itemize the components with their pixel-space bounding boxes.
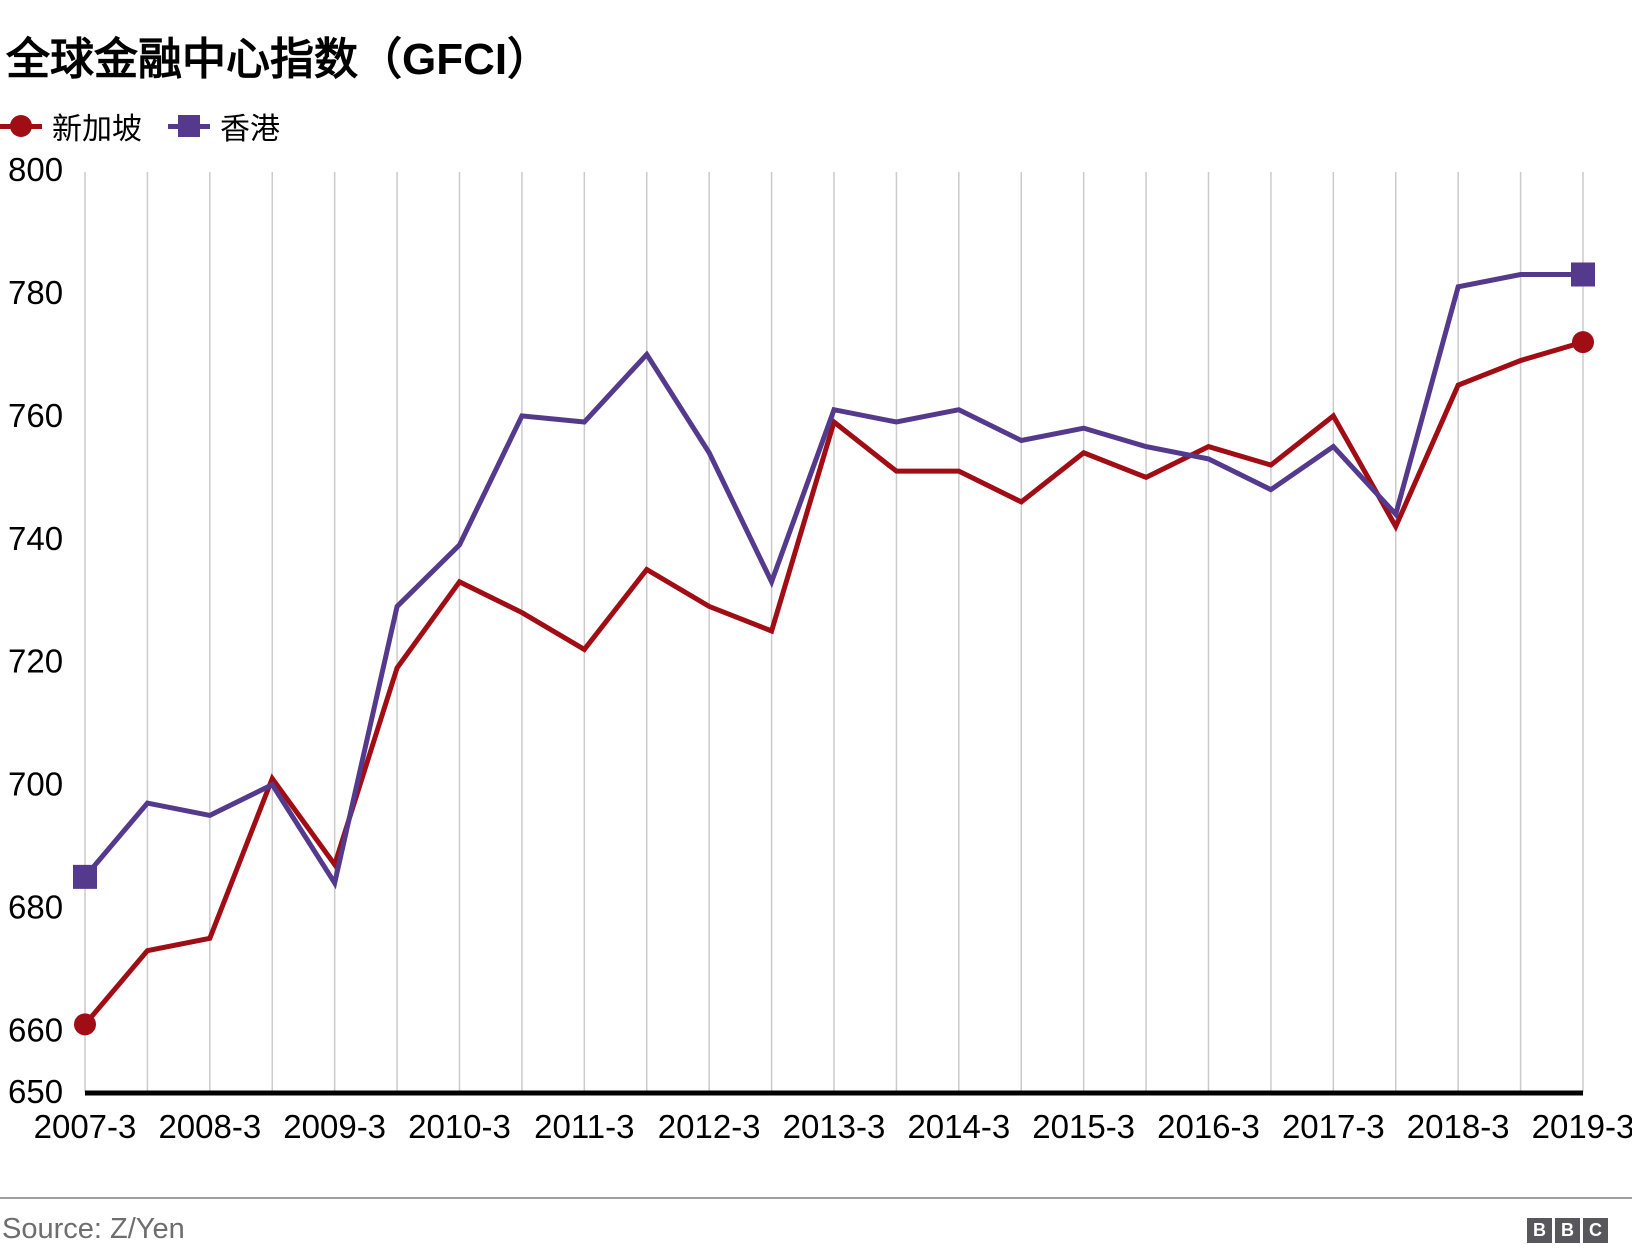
x-tick-label: 2010-3 — [408, 1108, 511, 1145]
y-tick-label: 740 — [8, 520, 63, 557]
legend-label-hongkong: 香港 — [220, 113, 280, 146]
y-tick-label: 780 — [8, 274, 63, 311]
y-tick-label: 680 — [8, 889, 63, 926]
x-tick-label: 2014-3 — [907, 1108, 1010, 1145]
y-tick-label: 700 — [8, 766, 63, 803]
legend-label-singapore: 新加坡 — [52, 113, 142, 146]
x-tick-label: 2015-3 — [1032, 1108, 1135, 1145]
x-tick-label: 2017-3 — [1282, 1108, 1385, 1145]
x-tick-label: 2011-3 — [534, 1108, 634, 1145]
x-axis-tick-labels: 2007-3 2008-3 2009-3 2010-3 2011-3 2012-3 2013… — [34, 1108, 1632, 1145]
hongkong-line-square-marker-icon — [168, 114, 210, 138]
singapore-line-circle-marker-icon — [0, 114, 42, 138]
y-tick-label: 650 — [8, 1073, 63, 1110]
y-tick-label: 720 — [8, 643, 63, 680]
footer-divider — [0, 1197, 1632, 1199]
hongkong-line — [83, 271, 1583, 890]
hongkong-legend-square — [178, 115, 200, 137]
bbc-logo: B B C — [1527, 1218, 1608, 1243]
x-tick-label: 2007-3 — [34, 1108, 137, 1145]
hongkong-start-marker — [73, 864, 97, 889]
x-tick-label: 2016-3 — [1157, 1108, 1260, 1145]
x-tick-label: 2009-3 — [283, 1108, 386, 1145]
singapore-legend-dot — [10, 115, 32, 137]
x-tick-label: 2012-3 — [658, 1108, 761, 1145]
gridlines — [84, 172, 1584, 1092]
singapore-end-marker — [1572, 331, 1594, 354]
x-tick-label: 2013-3 — [783, 1108, 886, 1145]
x-tick-label: 2019-3 — [1532, 1108, 1632, 1145]
legend: 新加坡 香港 — [0, 104, 280, 148]
chart-title: 全球金融中心指数（GFCI） — [6, 35, 552, 85]
bbc-logo-letter: B — [1555, 1218, 1580, 1243]
hongkong-end-marker — [1571, 262, 1595, 287]
y-tick-label: 760 — [8, 397, 63, 434]
bbc-logo-letter: C — [1583, 1218, 1608, 1243]
singapore-start-marker — [74, 1013, 96, 1036]
x-tick-label: 2018-3 — [1407, 1108, 1510, 1145]
bbc-logo-letter: B — [1527, 1218, 1552, 1243]
singapore-line — [83, 339, 1584, 1027]
y-axis-tick-labels: 800 780 760 740 720 700 680 660 650 — [8, 151, 63, 1110]
y-tick-label: 800 — [8, 151, 63, 188]
x-tick-label: 2008-3 — [158, 1108, 261, 1145]
legend-item-hongkong: 香港 — [168, 104, 280, 148]
source-credit: Source: Z/Yen — [2, 1213, 185, 1245]
y-tick-label: 660 — [8, 1012, 63, 1049]
legend-item-singapore: 新加坡 — [0, 104, 142, 148]
